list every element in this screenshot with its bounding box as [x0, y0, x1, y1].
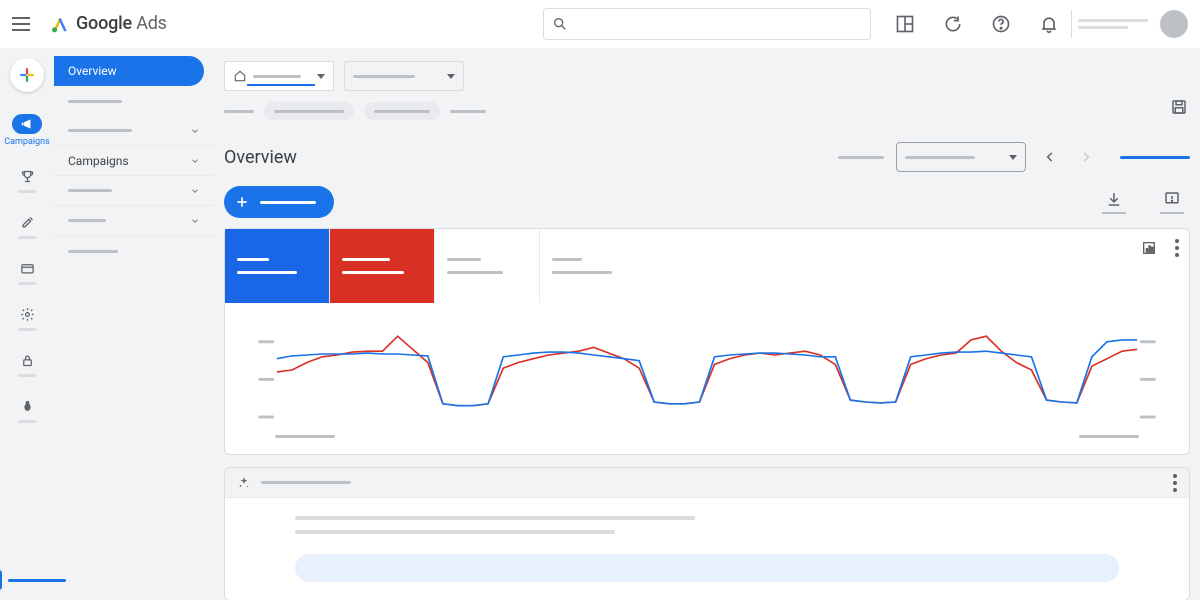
metric-tab-2[interactable]	[330, 229, 435, 303]
metric-tabs	[225, 229, 1189, 303]
rail-security[interactable]	[20, 353, 35, 368]
card-more-icon[interactable]	[1175, 239, 1179, 257]
metric-tab-3[interactable]	[435, 229, 540, 303]
download-button[interactable]	[1102, 190, 1126, 214]
rail-admin[interactable]	[20, 307, 35, 322]
gear-icon	[20, 307, 35, 322]
filter-chip[interactable]	[364, 102, 440, 120]
chevron-down-icon	[190, 186, 200, 196]
title-row: Overview	[224, 142, 1190, 172]
rail-debug[interactable]	[20, 399, 35, 414]
megaphone-icon	[20, 117, 34, 131]
save-icon[interactable]	[1170, 98, 1188, 116]
create-button[interactable]	[10, 58, 44, 92]
feedback-icon	[1163, 190, 1181, 208]
breadcrumb-chips	[224, 102, 1190, 120]
x-axis-start-label	[275, 435, 335, 438]
rail-tools[interactable]	[20, 215, 35, 230]
topbar: Google Ads	[0, 0, 1200, 48]
crumb	[450, 110, 486, 113]
rec-line	[295, 516, 695, 520]
sidenav-overview[interactable]: Overview	[54, 56, 204, 86]
account-dropdown[interactable]	[224, 61, 334, 91]
page-title: Overview	[224, 147, 826, 168]
sidenav-item[interactable]	[54, 116, 214, 146]
rec-line	[295, 530, 615, 534]
sidenav-campaigns[interactable]: Campaigns	[54, 146, 214, 176]
hamburger-menu-icon[interactable]	[12, 12, 36, 36]
metric-tab-1[interactable]	[225, 229, 330, 303]
sidenav-item[interactable]	[54, 86, 214, 116]
sidenav-item[interactable]	[54, 176, 214, 206]
action-row	[224, 186, 1190, 218]
chevron-down-icon	[190, 216, 200, 226]
line-chart	[245, 315, 1169, 435]
expand-chart-icon[interactable]	[1141, 240, 1157, 256]
product-logo[interactable]: Google Ads	[50, 13, 167, 34]
card-more-icon[interactable]	[1173, 474, 1177, 492]
rail-mobile-link[interactable]	[0, 570, 54, 590]
rail-campaigns-label: Campaigns	[4, 137, 49, 147]
side-nav: Overview Campaigns	[54, 48, 214, 600]
topbar-divider	[1071, 10, 1072, 38]
user-avatar[interactable]	[1160, 10, 1188, 38]
download-icon	[1105, 190, 1123, 208]
rail-billing[interactable]	[20, 261, 35, 276]
notifications-icon[interactable]	[1039, 14, 1059, 34]
card-icon	[20, 261, 35, 276]
chevron-down-icon	[190, 156, 200, 166]
plus-icon	[234, 194, 250, 210]
x-axis-end-label	[1079, 435, 1139, 438]
date-prev[interactable]	[1038, 145, 1062, 169]
google-ads-logo-icon	[50, 14, 70, 34]
nav-rail: Campaigns	[0, 48, 54, 600]
lock-icon	[20, 353, 35, 368]
title-placeholder	[838, 156, 884, 159]
feedback-button[interactable]	[1160, 190, 1184, 214]
search-icon	[552, 16, 568, 32]
phone-icon	[0, 570, 2, 590]
home-icon	[233, 69, 247, 83]
sidenav-item[interactable]	[54, 206, 214, 236]
topbar-actions	[895, 14, 1059, 34]
date-range-dropdown[interactable]	[896, 142, 1026, 172]
search-input[interactable]	[543, 8, 871, 40]
date-next[interactable]	[1074, 145, 1098, 169]
scope-filters	[224, 54, 1190, 98]
main-content: Overview	[214, 48, 1200, 600]
rail-goals[interactable]	[20, 169, 35, 184]
refresh-icon[interactable]	[943, 14, 963, 34]
tools-icon	[20, 215, 35, 230]
chevron-down-icon	[190, 126, 200, 136]
metrics-chart-card	[224, 228, 1190, 455]
new-campaign-button[interactable]	[224, 186, 334, 218]
filter-chip[interactable]	[264, 102, 354, 120]
recommendations-card	[224, 467, 1190, 600]
account-info[interactable]	[1078, 19, 1148, 29]
plus-multicolor-icon	[18, 66, 36, 84]
chevron-right-icon	[1079, 150, 1093, 164]
sidenav-item[interactable]	[54, 236, 214, 266]
rec-card-title	[261, 481, 351, 484]
rec-action-pill[interactable]	[295, 554, 1119, 582]
trophy-icon	[20, 169, 35, 184]
sparkle-icon	[237, 476, 251, 490]
compare-toggle[interactable]	[1120, 156, 1190, 159]
reports-icon[interactable]	[895, 14, 915, 34]
crumb	[224, 110, 254, 113]
chevron-left-icon	[1043, 150, 1057, 164]
bug-icon	[20, 399, 35, 414]
campaign-dropdown[interactable]	[344, 61, 464, 91]
rail-campaigns[interactable]: Campaigns	[4, 114, 49, 147]
help-icon[interactable]	[991, 14, 1011, 34]
metric-tab-4[interactable]	[540, 229, 645, 303]
logo-text: Google Ads	[76, 13, 167, 34]
